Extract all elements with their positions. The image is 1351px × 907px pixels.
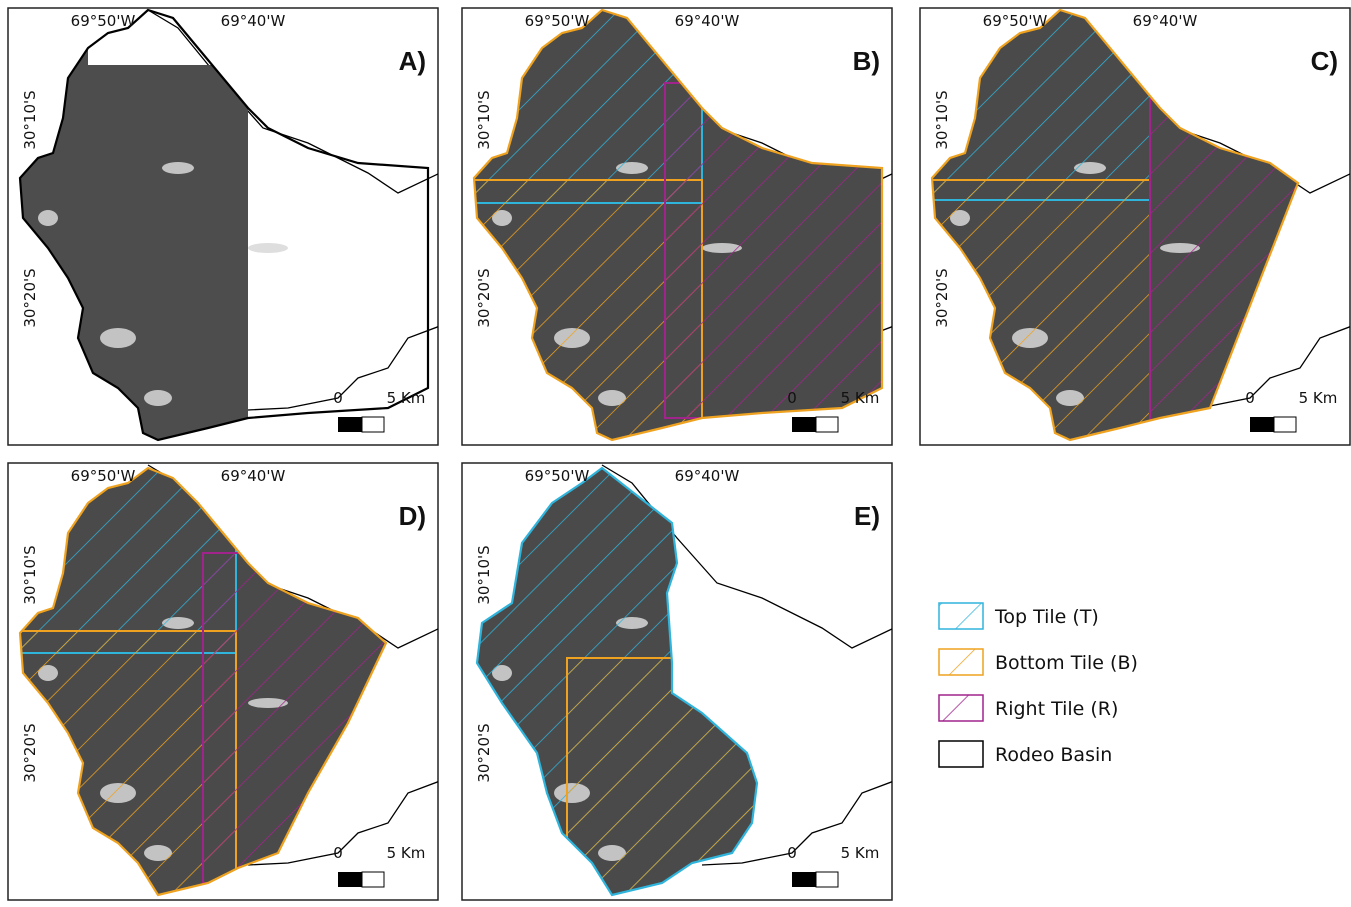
snow-patch: [248, 243, 288, 253]
legend-swatch: [939, 603, 983, 629]
longitude-label: 69°50'W: [525, 12, 590, 30]
map-panel: 69°50'W 69°40'W 30°10'S 30°20'S D) 0 5 Km: [8, 463, 440, 900]
longitude-label: 69°40'W: [1133, 12, 1198, 30]
map-panel: 69°50'W 69°40'W 30°10'S 30°20'S E) 0 5 Km: [462, 463, 894, 900]
panel-label: C): [1311, 46, 1338, 76]
map-panel: 69°50'W 69°40'W 30°10'S 30°20'S B) 0 5 Km: [462, 8, 894, 445]
longitude-label: 69°40'W: [221, 12, 286, 30]
scale-bar: [1274, 417, 1296, 432]
latitude-label: 30°20'S: [475, 723, 493, 782]
longitude-label: 69°40'W: [675, 467, 740, 485]
latitude-label: 30°10'S: [21, 545, 39, 604]
longitude-label: 69°50'W: [525, 467, 590, 485]
snow-patch: [144, 390, 172, 406]
scale-label: 0: [787, 844, 797, 862]
latitude-label: 30°10'S: [21, 90, 39, 149]
scale-label: 5 Km: [387, 389, 426, 407]
latitude-label: 30°10'S: [475, 90, 493, 149]
panel-label: D): [399, 501, 426, 531]
scale-bar: [792, 872, 816, 887]
longitude-label: 69°50'W: [71, 12, 136, 30]
legend-label: Bottom Tile (B): [995, 652, 1138, 674]
scale-bar: [338, 872, 362, 887]
latitude-label: 30°10'S: [933, 90, 951, 149]
figure: 69°50'W69°40'W30°10'S30°20'SA)05 Km69°50…: [0, 0, 1351, 903]
legend-label: Top Tile (T): [994, 606, 1099, 628]
scale-bar: [792, 417, 816, 432]
longitude-label: 69°40'W: [221, 467, 286, 485]
scale-bar: [816, 872, 838, 887]
scale-bar: [362, 417, 384, 432]
scale-label: 5 Km: [387, 844, 426, 862]
scale-bar: [816, 417, 838, 432]
map-panel: 69°50'W 69°40'W 30°10'S 30°20'S C) 0 5 Km: [920, 8, 1351, 445]
scale-label: 0: [787, 389, 797, 407]
legend-swatch: [939, 741, 983, 767]
map-panel: 69°50'W 69°40'W 30°10'S 30°20'S A) 0 5 Km: [8, 8, 440, 445]
latitude-label: 30°20'S: [21, 268, 39, 327]
scale-bar: [1250, 417, 1274, 432]
longitude-label: 69°40'W: [675, 12, 740, 30]
latitude-label: 30°20'S: [933, 268, 951, 327]
latitude-label: 30°10'S: [475, 545, 493, 604]
scale-label: 0: [1245, 389, 1255, 407]
legend-label: Rodeo Basin: [995, 744, 1112, 766]
scale-label: 0: [333, 844, 343, 862]
scale-label: 5 Km: [1299, 389, 1338, 407]
latitude-label: 30°20'S: [21, 723, 39, 782]
legend-label: Right Tile (R): [995, 698, 1118, 720]
scale-label: 0: [333, 389, 343, 407]
panel-label: E): [854, 501, 880, 531]
snow-patch: [38, 210, 58, 226]
legend-swatch: [939, 649, 983, 675]
snow-patch: [162, 162, 194, 174]
panel-label: A): [399, 46, 426, 76]
scale-bar: [338, 417, 362, 432]
longitude-label: 69°50'W: [983, 12, 1048, 30]
longitude-label: 69°50'W: [71, 467, 136, 485]
scale-label: 5 Km: [841, 389, 880, 407]
panel-label: B): [853, 46, 880, 76]
scale-label: 5 Km: [841, 844, 880, 862]
legend-swatch: [939, 695, 983, 721]
scale-bar: [362, 872, 384, 887]
latitude-label: 30°20'S: [475, 268, 493, 327]
snow-patch: [100, 328, 136, 348]
